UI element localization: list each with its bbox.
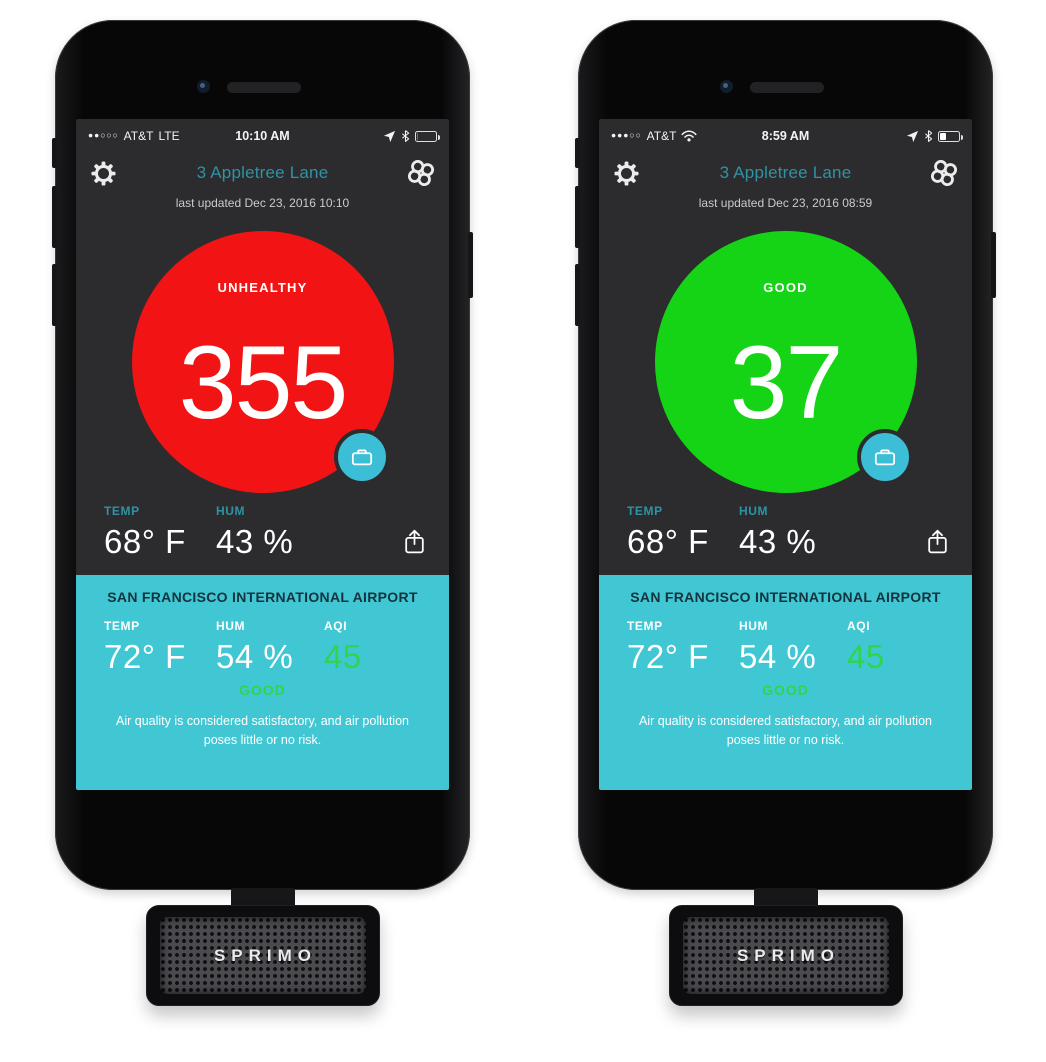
station-temp-label: TEMP [627, 619, 663, 633]
hum-value: 43 % [739, 523, 817, 560]
app-header: 3 Appletree Lane [76, 153, 449, 193]
station-aqi-label: AQI [324, 619, 348, 633]
earpiece-speaker [750, 82, 824, 93]
clock-label: 10:10 AM [235, 129, 290, 143]
signal-dots-icon: ●●●○○ [611, 130, 642, 140]
app-screen: ●●○○○ AT&T LTE 10:10 AM 3 Appletree Lane [76, 119, 449, 790]
sensor-body: SPRIMO [668, 905, 903, 1006]
sprimo-sensor-device: SPRIMO [668, 888, 903, 1006]
sprimo-sensor-device: SPRIMO [145, 888, 380, 1006]
power-button [468, 232, 473, 298]
work-mode-button[interactable] [856, 429, 913, 485]
volume-down-button [52, 264, 57, 326]
location-arrow-icon [906, 130, 919, 142]
lightning-connector [230, 888, 295, 908]
location-title[interactable]: 3 Appletree Lane [719, 163, 852, 182]
briefcase-icon [351, 449, 372, 465]
station-aqi-value: 45 [847, 638, 885, 675]
sensor-body: SPRIMO [145, 905, 380, 1006]
volume-down-button [575, 264, 580, 326]
work-mode-button[interactable] [333, 429, 390, 485]
hum-label: HUM [739, 504, 769, 518]
power-button [991, 232, 996, 298]
last-updated-label: last updated Dec 23, 2016 10:10 [175, 196, 350, 210]
volume-up-button [52, 186, 57, 248]
station-hum-value: 54 % [739, 638, 817, 675]
share-button[interactable] [925, 528, 950, 555]
wifi-icon [681, 130, 698, 142]
location-arrow-icon [383, 130, 396, 142]
phone-mockup-right: ●●●○○ AT&T 8:59 AM 3 Appletree Lane [575, 20, 996, 1006]
earpiece-speaker [227, 82, 301, 93]
bluetooth-icon [401, 130, 410, 142]
mute-switch [575, 138, 580, 168]
network-label: LTE [158, 129, 180, 143]
aqi-gauge: GOOD 37 [654, 231, 917, 493]
station-aqi-label: AQI [847, 619, 871, 633]
sensor-grille [682, 917, 889, 994]
mute-switch [52, 138, 57, 168]
aqi-gauge: UNHEALTHY 355 [131, 231, 394, 493]
temp-value: 68° F [627, 523, 709, 560]
hum-label: HUM [216, 504, 246, 518]
station-description: Air quality is considered satisfactory, … [639, 714, 932, 747]
local-readings: TEMP 68° F HUM 43 % [76, 504, 449, 561]
front-camera [720, 80, 733, 93]
app-header: 3 Appletree Lane [599, 153, 972, 193]
station-hum-value: 54 % [216, 638, 294, 675]
aqi-value: 37 [729, 324, 844, 441]
aqi-status-label: UNHEALTHY [217, 280, 308, 295]
share-button[interactable] [402, 528, 427, 555]
briefcase-icon [874, 449, 895, 465]
temp-label: TEMP [104, 504, 140, 518]
sprimo-logo: SPRIMO [213, 945, 318, 965]
station-name: SAN FRANCISCO INTERNATIONAL AIRPORT [630, 589, 941, 605]
station-name: SAN FRANCISCO INTERNATIONAL AIRPORT [107, 589, 418, 605]
app-screen: ●●●○○ AT&T 8:59 AM 3 Appletree Lane [599, 119, 972, 790]
station-aqi-value: 45 [324, 638, 362, 675]
station-aqi-status: GOOD [239, 682, 286, 698]
status-bar: ●●○○○ AT&T LTE 10:10 AM [76, 126, 449, 146]
station-hum-label: HUM [216, 619, 246, 633]
temp-value: 68° F [104, 523, 186, 560]
station-aqi-status: GOOD [762, 682, 809, 698]
station-panel: SAN FRANCISCO INTERNATIONAL AIRPORT TEMP… [599, 575, 972, 790]
station-temp-label: TEMP [104, 619, 140, 633]
share-icon [928, 529, 947, 554]
aqi-value: 355 [178, 324, 349, 441]
sprimo-logo: SPRIMO [736, 945, 841, 965]
local-readings: TEMP 68° F HUM 43 % [599, 504, 972, 561]
station-temp-value: 72° F [104, 638, 186, 675]
station-description: Air quality is considered satisfactory, … [116, 714, 409, 747]
carrier-label: AT&T [646, 129, 677, 143]
battery-icon [938, 130, 963, 142]
station-temp-value: 72° F [627, 638, 709, 675]
sensor-grille [159, 917, 366, 994]
location-title[interactable]: 3 Appletree Lane [196, 163, 329, 182]
front-camera [197, 80, 210, 93]
battery-icon [415, 130, 440, 142]
station-hum-label: HUM [739, 619, 769, 633]
clock-label: 8:59 AM [761, 129, 810, 143]
status-bar: ●●●○○ AT&T 8:59 AM [599, 126, 972, 146]
phone-mockup-left: ●●○○○ AT&T LTE 10:10 AM 3 Appletree Lane [52, 20, 473, 1006]
signal-dots-icon: ●●○○○ [88, 130, 119, 140]
aqi-status-label: GOOD [763, 280, 808, 295]
lightning-connector [753, 888, 818, 908]
volume-up-button [575, 186, 580, 248]
last-updated-label: last updated Dec 23, 2016 08:59 [698, 196, 873, 210]
carrier-label: AT&T [123, 129, 154, 143]
hum-value: 43 % [216, 523, 294, 560]
share-icon [405, 529, 424, 554]
station-panel: SAN FRANCISCO INTERNATIONAL AIRPORT TEMP… [76, 575, 449, 790]
temp-label: TEMP [627, 504, 663, 518]
bluetooth-icon [924, 130, 933, 142]
